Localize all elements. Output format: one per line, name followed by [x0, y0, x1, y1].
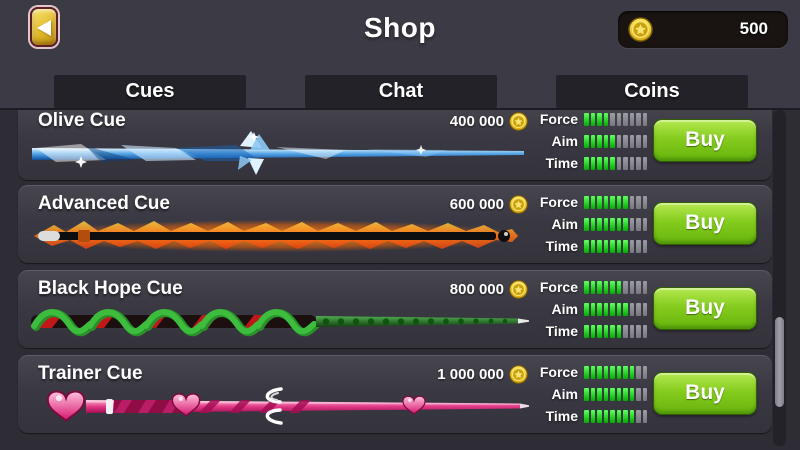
cue-price: 800 000 [348, 279, 528, 299]
buy-button-advanced[interactable]: Buy [653, 202, 757, 245]
cue-price-value: 600 000 [449, 195, 504, 213]
cue-price: 600 000 [348, 194, 528, 214]
cue-image-green-braid [31, 309, 529, 337]
stat-label-time: Time [545, 323, 578, 339]
cue-image-pink-hearts [46, 387, 529, 425]
tab-coins[interactable]: Coins [556, 75, 748, 108]
stat-bar-aim [584, 134, 647, 148]
cue-price: 400 000 [348, 111, 528, 131]
stat-label-time: Time [545, 408, 578, 424]
stat-label-force: Force [539, 279, 578, 295]
scrollbar-thumb[interactable] [775, 317, 784, 407]
cue-row-black-hope[interactable]: Black Hope Cue 800 000 [18, 270, 772, 348]
cue-price-value: 1 000 000 [437, 365, 504, 383]
buy-button-olive[interactable]: Buy [653, 119, 757, 162]
cue-row-trainer[interactable]: Trainer Cue 1 000 000 [18, 355, 772, 433]
stat-bar-time [584, 239, 647, 253]
coin-icon [628, 17, 653, 42]
cue-name: Black Hope Cue [38, 278, 183, 299]
cue-name: Trainer Cue [38, 363, 143, 384]
cue-name: Advanced Cue [38, 193, 170, 214]
stat-label-aim: Aim [551, 216, 578, 232]
stat-label-force: Force [539, 364, 578, 380]
stat-bar-aim [584, 302, 647, 316]
cue-price-value: 800 000 [449, 280, 504, 298]
stat-bar-time [584, 156, 647, 170]
back-button[interactable] [30, 7, 58, 47]
stat-label-force: Force [539, 111, 578, 127]
cue-list-viewport: Olive Cue 400 000 [0, 108, 800, 450]
cue-stats: Force Aim Time [530, 110, 647, 174]
cue-row-advanced[interactable]: Advanced Cue 600 000 Force Ai [18, 185, 772, 263]
stat-label-aim: Aim [551, 133, 578, 149]
stat-bar-force [584, 365, 647, 379]
buy-button-trainer[interactable]: Buy [653, 372, 757, 415]
buy-button-black-hope[interactable]: Buy [653, 287, 757, 330]
coin-balance-value: 500 [739, 19, 768, 38]
stat-bar-force [584, 112, 647, 126]
cue-row-olive[interactable]: Olive Cue 400 000 [18, 110, 772, 180]
coin-balance-pill: 500 [618, 11, 788, 48]
tab-chat[interactable]: Chat [305, 75, 497, 108]
back-arrow-icon [37, 20, 51, 36]
stat-bar-aim [584, 217, 647, 231]
cue-price-value: 400 000 [449, 112, 504, 130]
stat-label-aim: Aim [551, 386, 578, 402]
cue-image-ice-crystal [32, 131, 524, 175]
scrollbar-track[interactable] [773, 110, 786, 446]
tab-chat-label: Chat [378, 80, 424, 102]
stat-bar-time [584, 324, 647, 338]
tab-coins-label: Coins [624, 80, 680, 102]
cue-price: 1 000 000 [348, 364, 528, 384]
cue-image-black-flame [28, 220, 524, 252]
stat-label-aim: Aim [551, 301, 578, 317]
tab-cues[interactable]: Cues [54, 75, 246, 108]
page-title: Shop [364, 12, 436, 43]
stat-bar-aim [584, 387, 647, 401]
stat-label-time: Time [545, 155, 578, 171]
cue-stats: Force Aim Time [530, 361, 647, 427]
stat-label-force: Force [539, 194, 578, 210]
stat-bar-force [584, 195, 647, 209]
stat-bar-time [584, 409, 647, 423]
tab-cues-label: Cues [125, 80, 175, 102]
stat-label-time: Time [545, 238, 578, 254]
cue-stats: Force Aim Time [530, 276, 647, 342]
cue-name: Olive Cue [38, 110, 126, 131]
cue-stats: Force Aim Time [530, 191, 647, 257]
stat-bar-force [584, 280, 647, 294]
